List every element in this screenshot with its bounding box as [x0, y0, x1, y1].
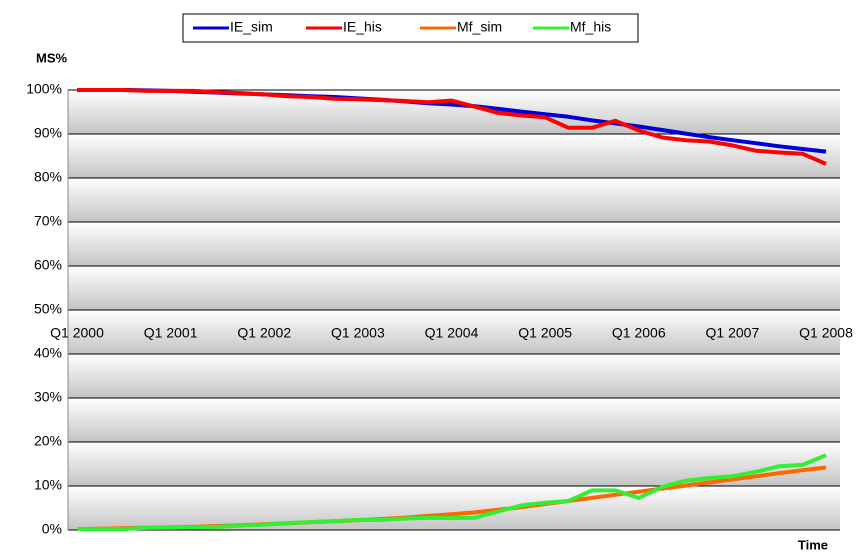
y-tick-label: 10%: [34, 477, 62, 493]
plot-band: [68, 398, 840, 442]
y-tick-label: 0%: [42, 521, 62, 537]
plot-background: [68, 90, 840, 530]
plot-band: [68, 486, 840, 530]
y-axis-label: MS%: [36, 50, 68, 65]
plot-band: [68, 178, 840, 222]
y-tick-label: 60%: [34, 257, 62, 273]
legend-label: Mf_his: [570, 19, 611, 35]
plot-band: [68, 310, 840, 354]
tick-labels: 0% 10% 20% 30% 40% 50% 60% 70% 80% 90% 100% Q1 2000…: [26, 81, 853, 537]
series-line: [77, 453, 827, 532]
x-axis-label: Time: [798, 537, 828, 552]
x-tick-label: Q1 2007: [706, 325, 760, 341]
y-tick-label: 100%: [26, 81, 62, 97]
y-tick-label: 40%: [34, 345, 62, 361]
legend-label: Mf_sim: [457, 19, 502, 35]
y-tick-label: 80%: [34, 169, 62, 185]
y-tick-label: 90%: [34, 125, 62, 141]
legend-label: IE_his: [343, 19, 382, 35]
plot-band: [68, 354, 840, 398]
x-tick-label: Q1 2000: [50, 325, 104, 341]
x-tick-label: Q1 2002: [237, 325, 291, 341]
plot-band: [68, 90, 840, 134]
y-tick-label: 30%: [34, 389, 62, 405]
x-tick-label: Q1 2005: [518, 325, 572, 341]
y-tick-label: 70%: [34, 213, 62, 229]
x-tick-label: Q1 2003: [331, 325, 385, 341]
y-tick-label: 20%: [34, 433, 62, 449]
x-tick-label: Q1 2008: [799, 325, 853, 341]
series-line: [77, 88, 827, 166]
series-lines: [76, 88, 827, 532]
x-tick-label: Q1 2004: [425, 325, 479, 341]
legend: IE_sim IE_his Mf_sim Mf_his: [193, 19, 611, 35]
x-tick-label: Q1 2006: [612, 325, 666, 341]
y-tick-label: 50%: [34, 301, 62, 317]
plot-band: [68, 266, 840, 310]
plot-band: [68, 222, 840, 266]
legend-label: IE_sim: [230, 19, 273, 35]
grid: [67, 89, 840, 531]
x-tick-label: Q1 2001: [144, 325, 198, 341]
